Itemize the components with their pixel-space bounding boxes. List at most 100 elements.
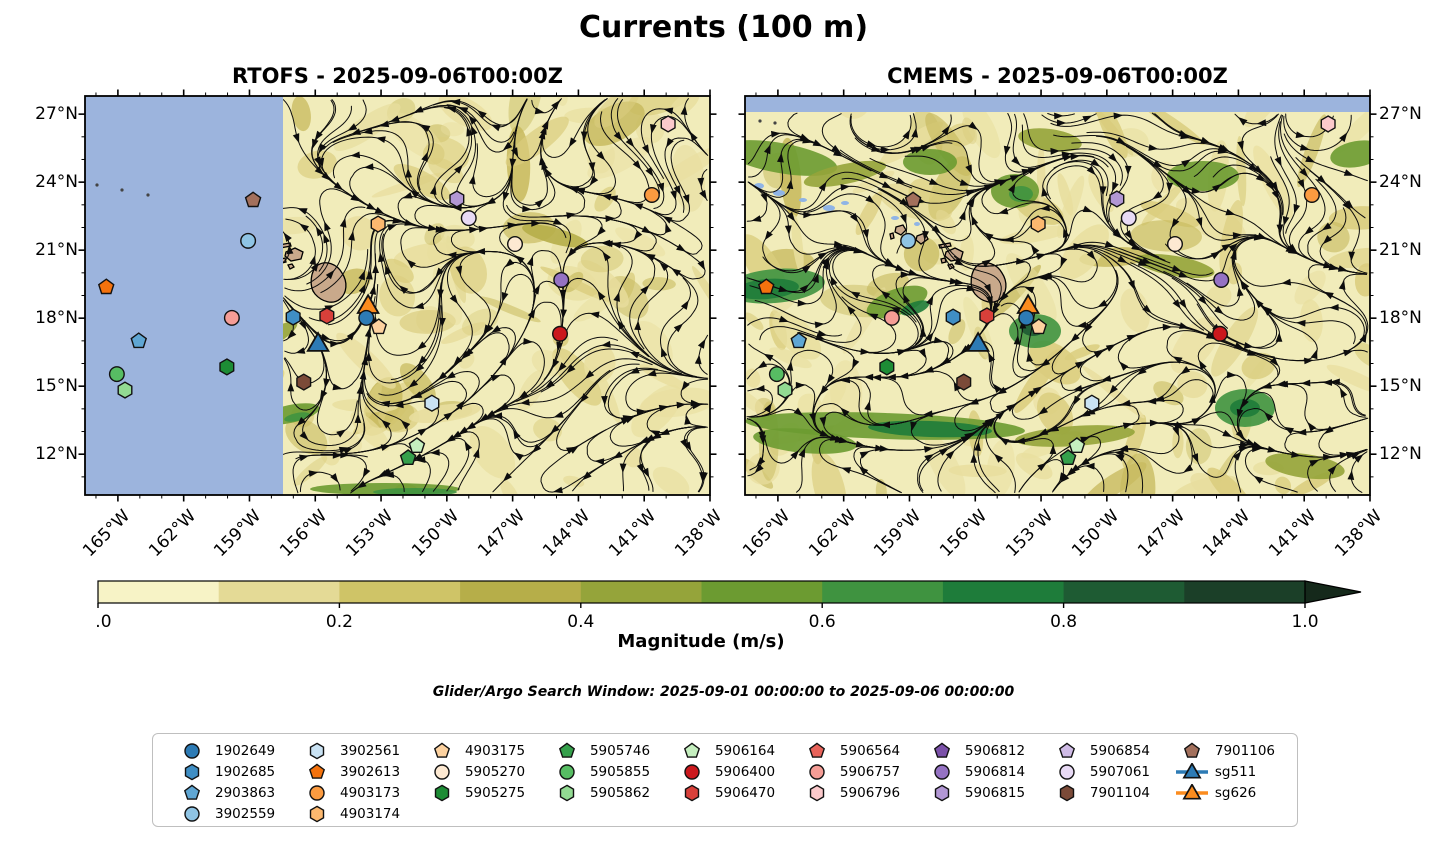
colorbar-tick-label: 0.4 (567, 612, 594, 632)
legend-item: sg511 (1175, 761, 1275, 782)
lat-tick-label: 18°N (1379, 308, 1422, 329)
legend-item-label: 1902649 (215, 742, 276, 759)
legend-item-label: 5906815 (964, 784, 1026, 801)
legend-item-label: 5906564 (839, 742, 901, 759)
float-marker-icon (933, 742, 950, 758)
panel-title-cmems: CMEMS - 2025-09-06T00:00Z (887, 64, 1228, 88)
lat-tick-label: 15°N (1379, 376, 1422, 397)
colorbar-tick-label: 0.0 (96, 612, 112, 632)
colorbar-label: Magnitude (m/s) (617, 631, 785, 652)
legend-item: 5906796 (800, 782, 900, 803)
legend-item-label: 5906400 (714, 763, 776, 780)
legend-item-label: 5905862 (589, 784, 651, 801)
colorbar: 0.0 0.2 0.4 0.6 0.8 1.0 (96, 580, 1362, 632)
legend-item: 5906815 (925, 782, 1025, 803)
lat-tick-label: 12°N (1379, 444, 1422, 465)
legend-item: 3902559 (175, 803, 275, 824)
legend-item: 2903863 (175, 782, 275, 803)
legend-item: 5906812 (925, 740, 1025, 761)
map-panel-cmems (738, 89, 1377, 502)
float-marker-icon (934, 763, 950, 780)
float-marker-icon (434, 763, 450, 780)
float-marker-icon (934, 784, 950, 801)
legend-item-label: 5906814 (964, 763, 1026, 780)
lat-tick-label: 21°N (1379, 240, 1422, 261)
legend-item-label: 5906812 (964, 742, 1026, 759)
lat-tick-label: 27°N (1379, 104, 1422, 125)
legend-item-label: 5905275 (464, 784, 526, 801)
lat-tick-label: 15°N (35, 376, 78, 397)
legend-column: 3902561 3902613 4903173 4903174 (300, 740, 400, 824)
legend-item: 4903175 (425, 740, 525, 761)
legend-column: 5906164 5906400 5906470 (675, 740, 775, 803)
float-marker-icon (559, 784, 575, 801)
legend-item: 5906470 (675, 782, 775, 803)
lat-tick-label: 24°N (35, 172, 78, 193)
legend-item-label: 4903173 (339, 784, 401, 801)
figure-title: Currents (100 m) (578, 10, 869, 45)
lat-tick-label: 21°N (35, 240, 78, 261)
legend-item-label: sg511 (1214, 763, 1257, 780)
legend-item: 5906814 (925, 761, 1025, 782)
float-marker-icon (809, 763, 825, 780)
float-marker-icon (1058, 742, 1075, 758)
legend-item: 5905270 (425, 761, 525, 782)
legend-item-label: 4903175 (464, 742, 526, 759)
legend-item-label: 5906164 (714, 742, 776, 759)
float-marker-icon (808, 742, 825, 758)
legend-item: 5907061 (1050, 761, 1150, 782)
float-marker-icon (1059, 784, 1075, 801)
float-marker-icon (309, 805, 325, 822)
legend-item: 5906564 (800, 740, 900, 761)
legend-item-label: 5907061 (1089, 763, 1151, 780)
legend-item: 5906400 (675, 761, 775, 782)
legend-column: 5905746 5905855 5905862 (550, 740, 650, 803)
float-marker-icon (1183, 742, 1200, 758)
legend-item: 5905275 (425, 782, 525, 803)
legend-column: 5906564 5906757 5906796 (800, 740, 900, 803)
legend-item-label: 1902685 (215, 763, 276, 780)
legend-column: 5906812 5906814 5906815 (925, 740, 1025, 803)
legend-item-label: sg626 (1214, 784, 1257, 801)
legend-item-label: 3902613 (339, 763, 401, 780)
legend-item: 4903173 (300, 782, 400, 803)
float-marker-icon (684, 763, 700, 780)
float-marker-icon (559, 763, 575, 780)
float-marker-icon (184, 763, 200, 780)
legend-item: 5905862 (550, 782, 650, 803)
panel-title-rtofs: RTOFS - 2025-09-06T00:00Z (232, 64, 563, 88)
legend-column: 1902649 1902685 2903863 3902559 (175, 740, 275, 824)
glider-marker-icon (1175, 783, 1208, 800)
colorbar-tick-label: 0.2 (326, 612, 353, 632)
glider-marker-icon (1175, 762, 1208, 779)
legend-item-label: 5905746 (589, 742, 651, 759)
legend-item: 5906164 (675, 740, 775, 761)
lat-tick-label: 12°N (35, 444, 78, 465)
legend-column: 7901106 sg511 sg626 (1175, 740, 1275, 803)
float-marker-icon (809, 784, 825, 801)
legend-item-label: 5906470 (714, 784, 776, 801)
colorbar-tick-label: 1.0 (1291, 612, 1318, 632)
legend-item: 3902561 (300, 740, 400, 761)
legend-item-label: 3902559 (215, 805, 276, 822)
legend-item-label: 5905270 (464, 763, 526, 780)
colorbar-tick-label: 0.8 (1050, 612, 1077, 632)
float-marker-icon (433, 742, 450, 758)
float-marker-icon (558, 742, 575, 758)
legend-item: 7901106 (1175, 740, 1275, 761)
legend-item: 4903174 (300, 803, 400, 824)
lat-tick-label: 24°N (1379, 172, 1422, 193)
float-marker-icon (183, 784, 201, 800)
legend-item-label: 7901106 (1214, 742, 1275, 759)
legend-item-label: 5905855 (589, 763, 651, 780)
lat-tick-label: 27°N (35, 104, 78, 125)
legend-item: 7901104 (1050, 782, 1150, 803)
colorbar-tick-label: 0.6 (809, 612, 836, 632)
legend-item-label: 3902561 (339, 742, 401, 759)
legend-item: 1902685 (175, 761, 275, 782)
legend-column: 4903175 5905270 5905275 (425, 740, 525, 803)
float-marker-icon (184, 742, 200, 759)
legend: 1902649 1902685 2903863 3902559 3902561 39026… (152, 733, 1298, 827)
float-marker-icon (184, 805, 200, 822)
